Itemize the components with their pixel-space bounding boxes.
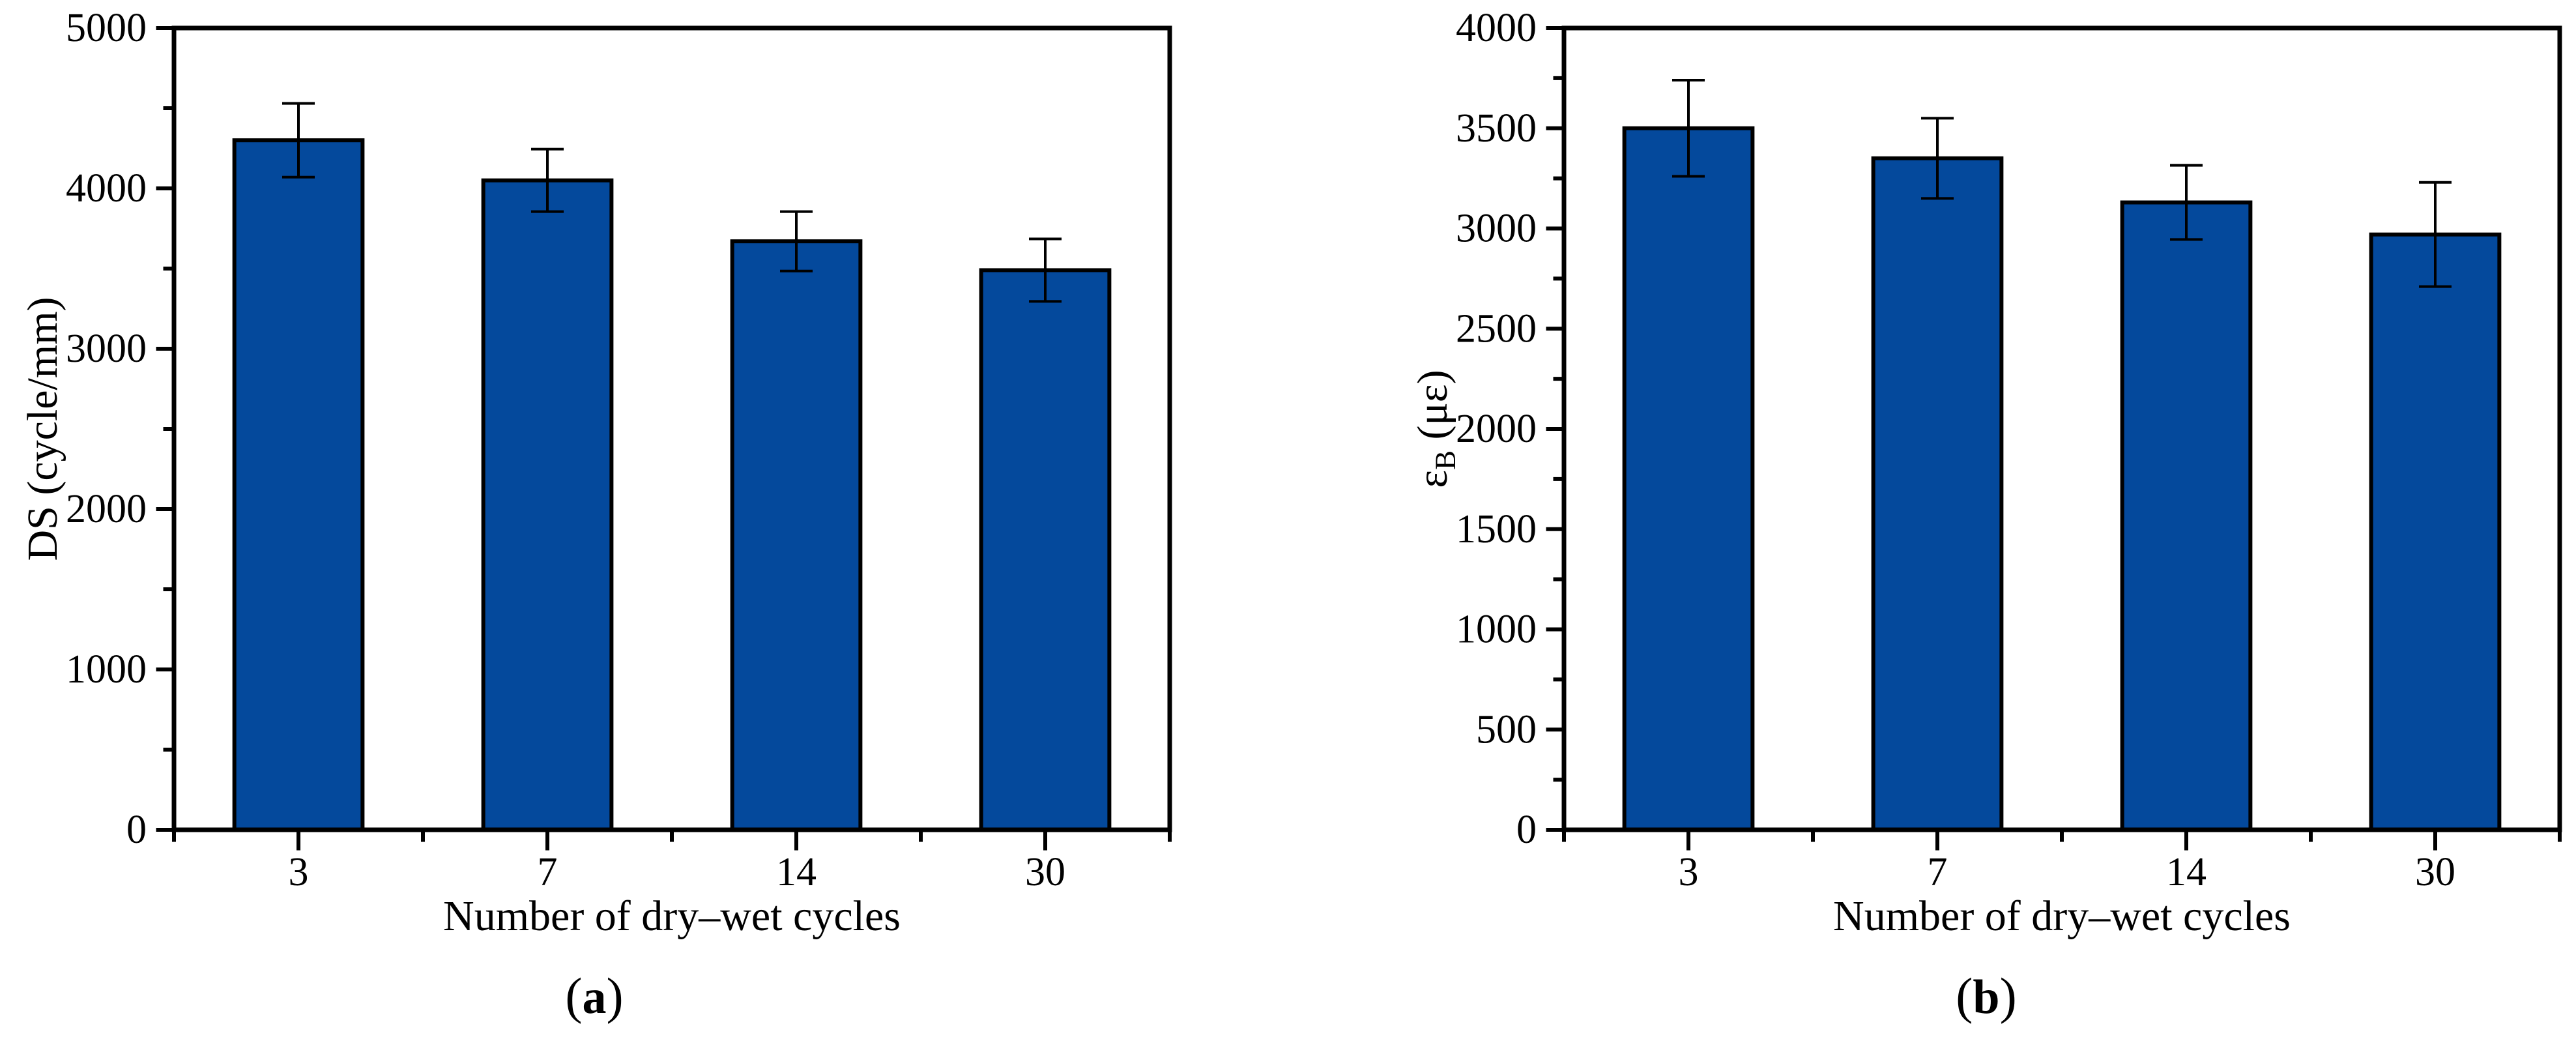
y-axis-title-b-sub: B [1428,450,1462,470]
caption-a: (a) [565,970,623,1024]
y-tick-label: 2500 [1456,306,1537,351]
y-tick-label: 5000 [66,6,147,50]
x-tick-label: 7 [538,850,558,894]
plot-box [1561,25,2562,832]
y-tick-label: 3000 [1456,207,1537,251]
bar-chart-b: 0 500 1000 1500 2000 2500 3000 3500 4000 3 7 14 30 [1456,6,2562,894]
y-tick-label: 2000 [66,487,147,531]
bar-7 [1871,156,2004,832]
y-axis-title-b-base: ε [1408,469,1456,488]
caption-b-open: ( [1956,967,1973,1024]
x-tick-label: 14 [2166,850,2207,894]
y-axis-title-a-base: DS (cycle/mm) [18,297,66,561]
y-tick-label: 0 [1516,808,1537,852]
x-tick-label: 30 [2415,850,2455,894]
chart-panel-b: 0 500 1000 1500 2000 2500 3000 3500 4000 3 7 14 30 ε… [1288,0,2576,1041]
y-tick-label: 1000 [1456,608,1537,652]
bar-30 [2369,232,2502,832]
y-axis-title-a: DS (cycle/mm) [18,297,70,561]
caption-a-open: ( [565,967,583,1024]
caption-b: (b) [1956,970,2016,1024]
y-tick-label: 1000 [66,647,147,692]
chart-panel-a: 0 1000 2000 3000 4000 5000 3 7 14 30 DS (cycle/mm… [18,6,1172,1024]
bar-14 [2120,200,2253,832]
x-tick-label: 30 [1025,850,1065,894]
y-tick-label: 3500 [1456,106,1537,151]
caption-a-close: ) [606,967,624,1024]
y-axis-title-b: εB (με) [1408,370,1462,488]
y-tick-label: 4000 [66,166,147,211]
bar-chart-a: 0 1000 2000 3000 4000 5000 3 7 14 30 [66,6,1172,894]
bar-30 [979,268,1112,832]
y-tick-label: 500 [1476,707,1537,752]
x-tick-label: 14 [776,850,817,894]
caption-a-letter: a [582,970,607,1024]
x-axis-title-a: Number of dry–wet cycles [443,892,901,940]
bar-3 [1622,126,1755,832]
x-tick-label: 3 [1679,850,1699,894]
y-tick-label: 2000 [1456,407,1537,451]
y-tick-label: 3000 [66,327,147,371]
y-tick-label: 1500 [1456,507,1537,551]
y-tick-label: 0 [126,808,147,852]
bar-14 [730,239,863,832]
plot-box [171,25,1172,832]
x-tick-label: 7 [1928,850,1948,894]
x-axis-title-b: Number of dry–wet cycles [1833,892,2291,940]
bar-7 [481,178,614,832]
y-tick-label: 4000 [1456,6,1537,50]
bar-3 [232,138,365,832]
caption-b-letter: b [1973,970,2000,1024]
x-tick-label: 3 [289,850,309,894]
y-axis-title-b-unit: (με) [1408,370,1456,450]
caption-b-close: ) [1999,967,2017,1024]
